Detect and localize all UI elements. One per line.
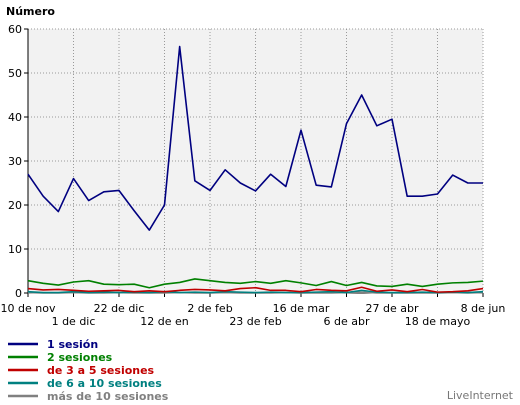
x-tick-label: 27 de abr [366,302,419,315]
y-tick-label: 30 [8,155,22,168]
x-tick-label: 18 de mayo [405,315,471,328]
legend-label: 1 sesión [47,338,98,351]
legend-label: de 3 a 5 sesiones [47,364,155,377]
x-tick-label: 16 de mar [273,302,330,315]
legend-label: 2 sesiones [47,351,113,364]
x-tick-label: 2 de feb [187,302,232,315]
chart-title: Número [6,5,55,18]
y-tick-label: 10 [8,243,22,256]
series-lines [27,45,484,294]
series-line [27,278,484,289]
legend-label: más de 10 sesiones [47,390,169,403]
series-line [27,289,484,294]
x-tick-label: 22 de dic [94,302,145,315]
x-tick-label: 12 de en [140,315,189,328]
x-tick-label: 23 de feb [229,315,281,328]
y-tick-label: 0 [15,287,22,300]
x-tick-label: 10 de nov [1,302,56,315]
legend-label: de 6 a 10 sesiones [47,377,162,390]
x-tick-label: 1 de dic [52,315,96,328]
x-tick-label: 8 de jun [461,302,506,315]
y-tick-label: 40 [8,111,22,124]
y-tick-label: 20 [8,199,22,212]
series-line [27,286,484,293]
y-tick-label: 60 [8,23,22,36]
y-tick-label: 50 [8,67,22,80]
x-tick-label: 6 de abr [324,315,370,328]
branding-label: LiveInternet [447,389,514,402]
y-axis-ticks: 0 10 20 30 40 50 60 [8,23,28,300]
series-line [27,45,483,231]
